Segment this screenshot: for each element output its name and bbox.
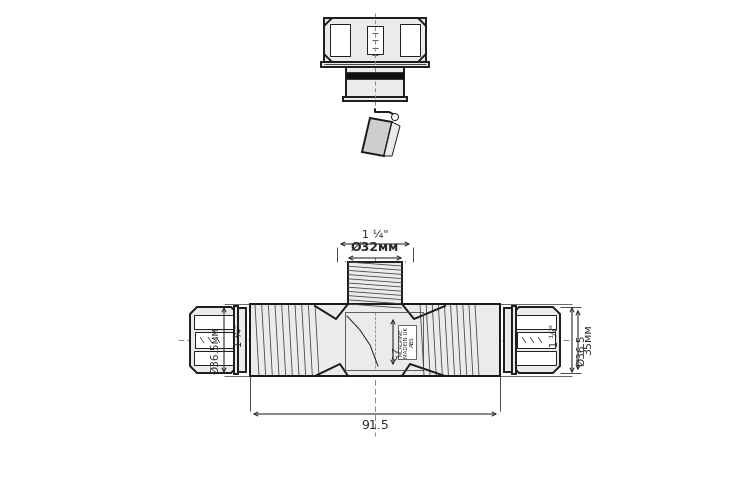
Bar [234,306,238,374]
Text: 35мм: 35мм [583,324,593,356]
Bar [238,308,246,372]
Polygon shape [384,122,400,156]
Bar [400,24,420,56]
Text: 2.5: 2.5 [388,347,398,361]
Text: MCALPINE
MADEIN UK
ABS: MCALPINE MADEIN UK ABS [399,326,416,358]
Bar [345,312,423,370]
Bar [250,304,500,376]
Bar [517,332,555,348]
Bar [346,72,404,79]
Polygon shape [362,118,392,156]
Text: Ø36.5мм: Ø36.5мм [210,326,220,374]
Polygon shape [190,307,238,373]
Polygon shape [512,307,560,373]
Circle shape [392,114,398,120]
Bar [194,315,234,329]
Bar [367,26,383,54]
Bar [321,62,429,67]
Text: 91.5: 91.5 [362,419,388,432]
Bar [195,332,233,348]
Text: Ø32мм: Ø32мм [351,241,399,254]
Bar [512,306,516,374]
Bar [346,67,404,97]
Bar [330,24,350,56]
Text: 1 ¼": 1 ¼" [550,324,560,346]
Text: Ø36.5: Ø36.5 [576,334,586,366]
Bar [324,18,426,62]
Bar [343,97,407,101]
Bar [194,351,234,365]
Bar [504,308,512,372]
Bar [348,262,402,304]
Bar [516,351,556,365]
Text: 1 ¼": 1 ¼" [234,324,244,346]
Text: 1 ¼": 1 ¼" [362,230,388,240]
Bar [516,315,556,329]
